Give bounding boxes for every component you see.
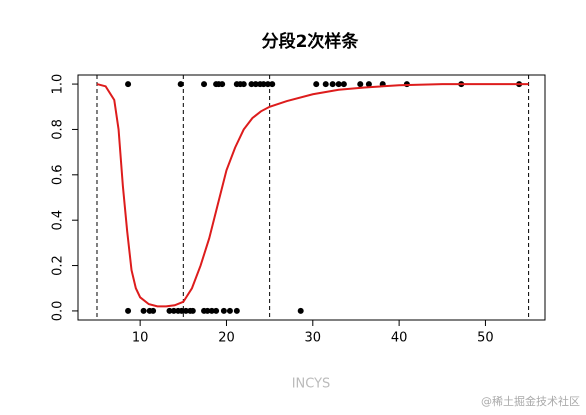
point (357, 81, 364, 88)
point (182, 307, 189, 314)
point (201, 81, 208, 88)
point (313, 81, 320, 88)
point (178, 307, 185, 314)
point (297, 307, 304, 314)
point (189, 307, 196, 314)
x-tick-label: 40 (391, 331, 408, 346)
point (140, 307, 147, 314)
point (204, 307, 211, 314)
point (213, 307, 220, 314)
point (226, 307, 233, 314)
point (269, 81, 276, 88)
point (208, 307, 215, 314)
y-tick-label: 1.0 (51, 74, 66, 95)
x-tick-label: 30 (305, 331, 322, 346)
point (264, 81, 271, 88)
point (125, 307, 132, 314)
point (329, 81, 336, 88)
point (365, 81, 372, 88)
point (260, 81, 267, 88)
point (335, 81, 342, 88)
chart-title: 分段2次样条 (262, 31, 360, 52)
x-axis-label: INCYS (292, 377, 331, 392)
point (170, 307, 177, 314)
point (340, 81, 347, 88)
y-tick-label: 0.8 (51, 119, 66, 140)
point (252, 81, 259, 88)
y-tick-label: 0.6 (51, 164, 66, 185)
x-tick-label: 10 (132, 331, 149, 346)
point (220, 307, 227, 314)
point (177, 81, 184, 88)
x-tick-label: 20 (218, 331, 235, 346)
point (240, 81, 247, 88)
point (219, 81, 226, 88)
point (150, 307, 157, 314)
y-tick-label: 0.0 (51, 301, 66, 322)
y-tick-label: 0.4 (51, 210, 66, 231)
point (166, 307, 173, 314)
point (125, 81, 132, 88)
watermark: @稀土掘金技术社区 (481, 394, 580, 408)
point (233, 307, 240, 314)
point (322, 81, 329, 88)
point (248, 81, 255, 88)
y-tick-label: 0.2 (51, 255, 66, 276)
curve (96, 83, 529, 308)
x-tick-label: 50 (477, 331, 494, 346)
